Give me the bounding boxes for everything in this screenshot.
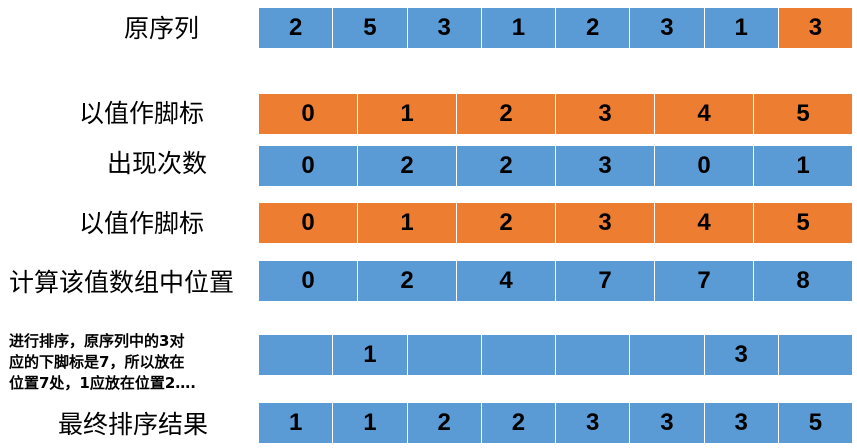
index-cell: 4 <box>655 94 754 134</box>
result-cell: 5 <box>778 403 852 443</box>
position-row: 0 2 4 7 7 8 <box>259 261 852 301</box>
count-cell: 2 <box>457 146 556 186</box>
note-line-1: 进行排序，原序列中的3对 <box>9 332 185 350</box>
position-cell: 4 <box>457 261 556 301</box>
note-line-3: 位置7处，1应放在位置2…. <box>9 374 197 392</box>
original-cell-highlight: 3 <box>778 8 852 48</box>
index-cell: 4 <box>655 203 754 243</box>
original-cell: 3 <box>407 8 482 48</box>
result-row: 1 1 2 2 3 3 3 5 <box>259 403 852 443</box>
count-cell: 2 <box>358 146 457 186</box>
placement-cell <box>481 335 556 375</box>
index-cell: 2 <box>457 94 556 134</box>
placement-cell <box>407 335 482 375</box>
count-cell: 0 <box>655 146 754 186</box>
index-cell: 0 <box>259 203 358 243</box>
count-cell: 3 <box>556 146 655 186</box>
original-cell: 1 <box>704 8 779 48</box>
sort-explanation-note: 进行排序，原序列中的3对 应的下脚标是7，所以放在 位置7处，1应放在位置2…. <box>9 331 249 394</box>
result-cell: 1 <box>333 403 408 443</box>
position-calc-label: 计算该值数组中位置 <box>9 268 235 297</box>
placement-cell <box>630 335 705 375</box>
position-cell: 0 <box>259 261 358 301</box>
note-line-2: 应的下脚标是7，所以放在 <box>9 353 185 371</box>
index-cell: 5 <box>754 203 852 243</box>
count-row: 0 2 2 3 0 1 <box>259 146 852 186</box>
index-cell: 5 <box>754 94 852 134</box>
index-cell: 0 <box>259 94 358 134</box>
value-as-index-label-2: 以值作脚标 <box>79 209 205 238</box>
result-cell: 2 <box>407 403 482 443</box>
result-cell: 1 <box>259 403 334 443</box>
count-cell: 1 <box>754 146 852 186</box>
original-cell: 3 <box>630 8 705 48</box>
placement-cell: 3 <box>704 335 779 375</box>
original-sequence-row: 2 5 3 1 2 3 1 3 <box>259 8 852 48</box>
value-as-index-label: 以值作脚标 <box>79 99 205 128</box>
value-index-row-2: 0 1 2 3 4 5 <box>259 203 852 243</box>
original-sequence-label: 原序列 <box>124 14 200 43</box>
result-cell: 3 <box>704 403 779 443</box>
result-cell: 2 <box>481 403 556 443</box>
count-cell: 0 <box>259 146 358 186</box>
occurrence-count-label: 出现次数 <box>107 149 208 178</box>
position-cell: 2 <box>358 261 457 301</box>
value-index-row: 0 1 2 3 4 5 <box>259 94 852 134</box>
position-cell: 7 <box>655 261 754 301</box>
final-result-label: 最终排序结果 <box>58 410 209 439</box>
original-cell: 2 <box>556 8 631 48</box>
result-cell: 3 <box>556 403 631 443</box>
placement-row: 1 3 <box>259 335 852 375</box>
original-cell: 5 <box>333 8 408 48</box>
index-cell: 3 <box>556 94 655 134</box>
placement-cell: 1 <box>333 335 408 375</box>
placement-cell <box>778 335 852 375</box>
index-cell: 2 <box>457 203 556 243</box>
placement-cell <box>259 335 334 375</box>
result-cell: 3 <box>630 403 705 443</box>
original-cell: 2 <box>259 8 334 48</box>
index-cell: 3 <box>556 203 655 243</box>
position-cell: 7 <box>556 261 655 301</box>
original-cell: 1 <box>481 8 556 48</box>
placement-cell <box>556 335 631 375</box>
index-cell: 1 <box>358 203 457 243</box>
position-cell: 8 <box>754 261 852 301</box>
index-cell: 1 <box>358 94 457 134</box>
